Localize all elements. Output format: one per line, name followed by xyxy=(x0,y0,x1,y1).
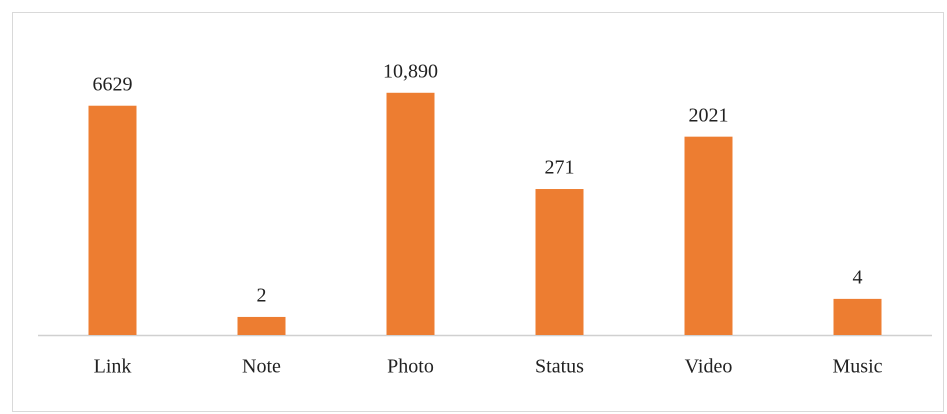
data-label: 4 xyxy=(853,266,863,288)
bar xyxy=(684,136,733,335)
x-tick-label: Link xyxy=(94,356,132,378)
data-label: 2021 xyxy=(689,104,729,126)
data-label: 271 xyxy=(545,157,575,179)
bar xyxy=(88,105,137,335)
chart-frame xyxy=(12,12,944,412)
bar xyxy=(535,189,584,335)
x-tick-label: Photo xyxy=(387,356,434,378)
x-tick-label: Note xyxy=(242,356,281,378)
bar xyxy=(386,92,435,336)
x-tick-label: Status xyxy=(535,356,584,378)
data-label: 10,890 xyxy=(383,60,438,82)
data-label: 6629 xyxy=(93,73,133,95)
data-label: 2 xyxy=(257,285,267,307)
bar xyxy=(237,316,286,335)
x-tick-label: Music xyxy=(833,356,883,378)
x-tick-label: Video xyxy=(685,356,733,378)
bar xyxy=(833,298,882,335)
